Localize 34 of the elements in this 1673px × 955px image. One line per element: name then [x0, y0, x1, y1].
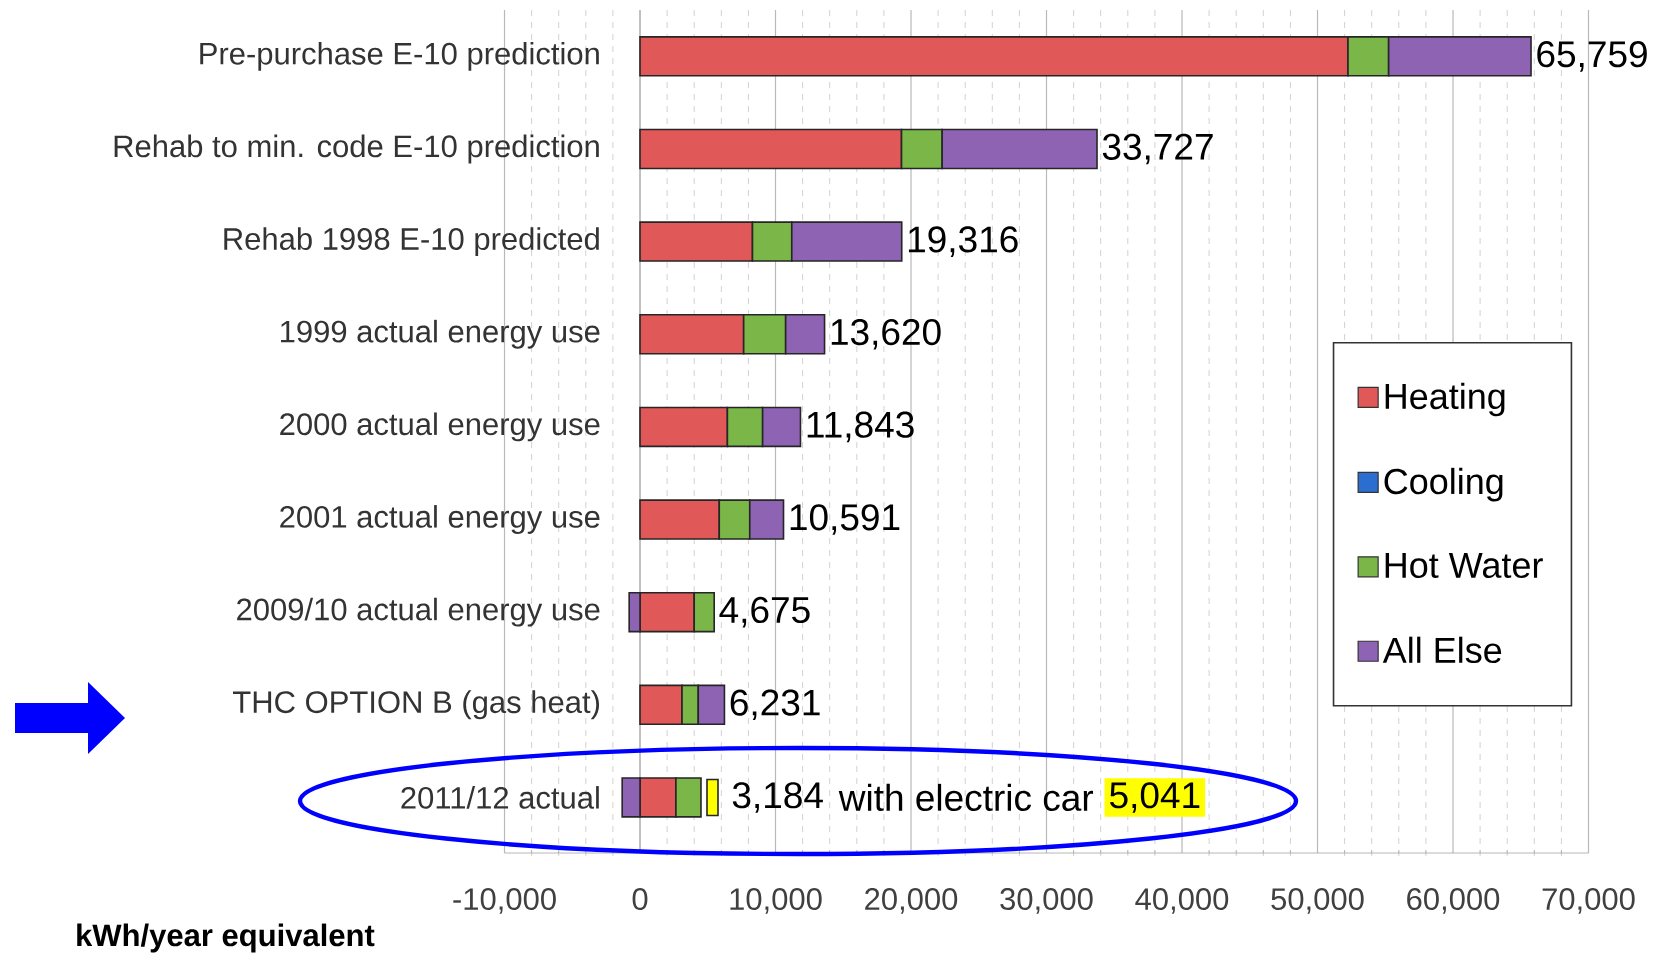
total-label: 13,620 [831, 318, 941, 350]
total-label: 33,727 [1102, 133, 1213, 165]
y-tick-label: THC OPTION B (gas heat) [232, 690, 599, 720]
x-tick-label: 70,000 [1542, 888, 1635, 914]
x-tick-label: 10,000 [730, 888, 822, 914]
total-label: 65,759 [1537, 41, 1647, 72]
y-tick-label: Rehab to min. code E-10 prediction [114, 134, 599, 164]
legend-label: Cooling [1384, 467, 1503, 502]
x-tick-label: 50,000 [1271, 888, 1364, 914]
y-tick-label: 2000 actual energy use [280, 412, 600, 442]
total-label: 3,184 [732, 782, 823, 813]
y-tick-label: 2001 actual energy use [280, 505, 600, 534]
legend-label: All Else [1382, 636, 1502, 664]
x-tick-label: 40,000 [1135, 888, 1229, 914]
y-tick-label: Rehab 1998 E-10 predicted [224, 227, 599, 257]
x-tick-label: -10,000 [453, 888, 556, 914]
legend-label: Hot Water [1385, 552, 1543, 579]
x-axis-title: kWh/year equivalent [77, 923, 375, 953]
total-label: 11,843 [807, 411, 914, 443]
x-tick-label: 20,000 [865, 888, 958, 914]
annotation: 5,041 [1110, 782, 1200, 813]
y-tick-label: Pre-purchase E-10 prediction [200, 41, 599, 71]
total-label: 19,316 [908, 226, 1018, 257]
x-tick-label: 30,000 [1000, 888, 1093, 914]
x-tick-label: 0 [632, 888, 648, 911]
x-tick-label: 60,000 [1407, 888, 1500, 914]
y-tick-label: 1999 actual energy use [281, 319, 600, 349]
legend-label: Heating [1385, 382, 1505, 417]
annotation: with electric car [838, 783, 1094, 812]
y-tick-label: 2009/10 actual energy use [237, 597, 600, 627]
y-tick-label: 2011/12 actual [401, 786, 599, 809]
total-label: 10,591 [790, 504, 900, 535]
total-label: 4,675 [719, 596, 810, 628]
total-label: 6,231 [730, 689, 820, 721]
